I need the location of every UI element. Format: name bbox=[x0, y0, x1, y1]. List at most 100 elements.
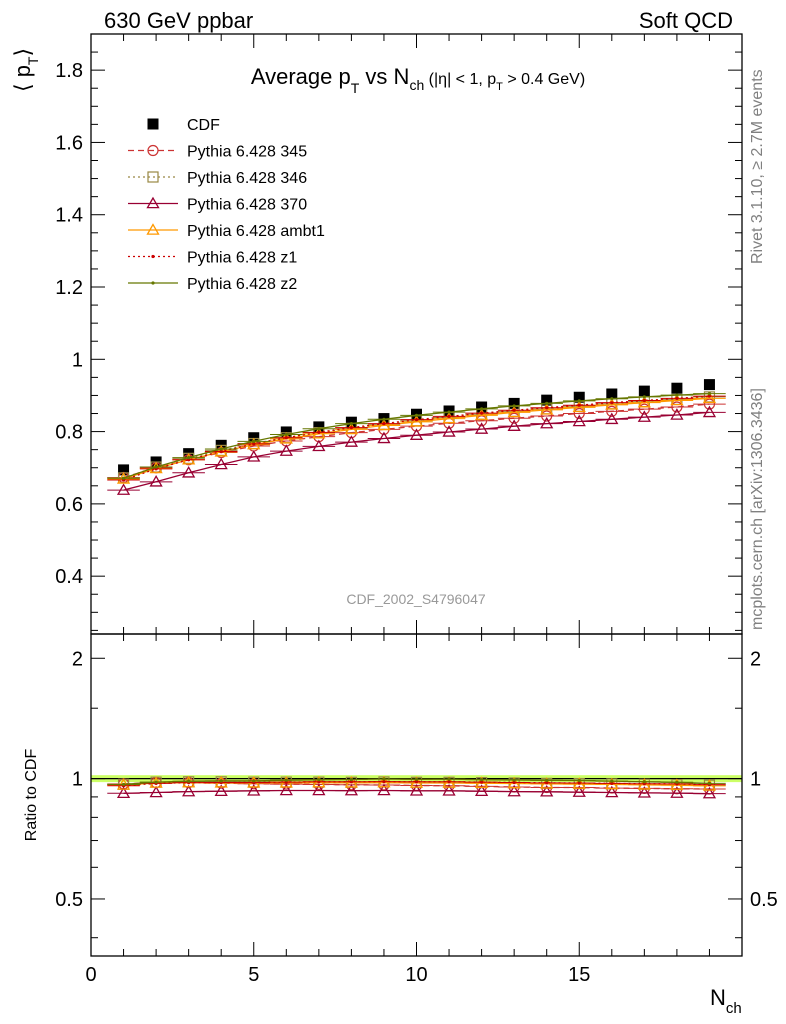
main-data-point bbox=[248, 432, 260, 444]
main-data-point bbox=[605, 412, 619, 425]
ratio-data-point bbox=[442, 776, 456, 788]
ratio-data-point bbox=[702, 786, 717, 799]
main-data-point bbox=[344, 422, 359, 435]
legend-label: Pythia 6.428 z2 bbox=[187, 276, 297, 293]
main-data-point bbox=[572, 414, 586, 427]
main-data-point bbox=[540, 416, 554, 429]
ratio-data-point bbox=[637, 786, 651, 798]
legend-marker bbox=[147, 171, 159, 183]
main-data-point bbox=[671, 382, 683, 394]
main-data-point bbox=[572, 400, 586, 413]
legend: CDF Pythia 6.428 345 Pythia 6.428 346 Pythi… bbox=[128, 117, 325, 293]
x-axis-label: Nch bbox=[710, 985, 742, 1017]
main-data-point bbox=[474, 422, 489, 434]
main-data-point bbox=[182, 465, 196, 478]
main-y-tick-label: 0.4 bbox=[55, 566, 83, 588]
ratio-data-point bbox=[149, 785, 163, 798]
ratio-data-point bbox=[474, 784, 489, 796]
ratio-data-point bbox=[572, 785, 586, 797]
legend-label: Pythia 6.428 345 bbox=[187, 144, 307, 161]
main-data-point bbox=[703, 379, 715, 391]
legend-item: Pythia 6.428 345 bbox=[128, 144, 307, 161]
ratio-data-point bbox=[247, 784, 261, 796]
main-data-point bbox=[670, 393, 684, 406]
ratio-panel-series bbox=[107, 775, 726, 799]
main-y-tick-label: 1.4 bbox=[55, 205, 83, 227]
ylabel-close: ⟩ bbox=[10, 48, 35, 57]
ratio-data-point bbox=[507, 784, 521, 797]
x-tick-label: 0 bbox=[85, 964, 96, 986]
main-y-tick-label: 0.6 bbox=[55, 494, 83, 516]
title-main: Average p bbox=[251, 64, 351, 89]
ratio-data-point bbox=[214, 784, 228, 796]
ratio-y-tick-label-right: 0.5 bbox=[750, 889, 778, 911]
main-data-point bbox=[344, 435, 359, 447]
header-process-label: Soft QCD bbox=[639, 8, 733, 33]
main-y-tick-label: 1.8 bbox=[55, 60, 83, 82]
main-data-point bbox=[637, 410, 651, 422]
main-data-point bbox=[377, 431, 391, 444]
main-data-point bbox=[605, 398, 619, 410]
legend-marker bbox=[146, 196, 160, 209]
ratio-data-point bbox=[182, 784, 196, 797]
xlabel-main: N bbox=[710, 985, 726, 1010]
ylabel-sub: T bbox=[25, 56, 41, 65]
main-data-point bbox=[116, 483, 131, 495]
main-data-point bbox=[541, 394, 553, 406]
main-y-tick-label: 1 bbox=[72, 349, 83, 371]
mcplots-reference-label: mcplots.cern.ch [arXiv:1306.3436] bbox=[749, 388, 766, 630]
ratio-y-axis-label: Ratio to CDF bbox=[23, 749, 40, 842]
main-data-point bbox=[377, 418, 391, 431]
legend-item: Pythia 6.428 346 bbox=[128, 170, 307, 187]
title-main-sub: T bbox=[351, 80, 360, 96]
main-data-point bbox=[118, 464, 130, 476]
main-data-point bbox=[279, 444, 293, 456]
legend-marker bbox=[151, 281, 155, 285]
main-data-point bbox=[247, 450, 261, 462]
main-data-point bbox=[702, 391, 717, 404]
title-cut-sub: T bbox=[496, 81, 503, 93]
main-y-axis-label: ⟨ pT⟩ bbox=[10, 48, 41, 92]
ratio-y-tick-label-right: 1 bbox=[750, 769, 761, 791]
x-tick-label: 15 bbox=[568, 964, 590, 986]
legend-label: Pythia 6.428 370 bbox=[187, 197, 307, 214]
main-data-point bbox=[507, 419, 521, 431]
main-data-point bbox=[409, 415, 424, 427]
main-data-point bbox=[637, 395, 651, 408]
ratio-y-tick-label-right: 2 bbox=[750, 648, 761, 670]
ratio-y-tick-label-left: 0.5 bbox=[55, 889, 83, 911]
main-data-point bbox=[702, 405, 717, 418]
ylabel-open: ⟨ p bbox=[10, 65, 35, 92]
main-y-tick-label: 0.8 bbox=[55, 422, 83, 444]
title-vs-sub: ch bbox=[409, 77, 424, 93]
x-tick-label: 5 bbox=[248, 964, 259, 986]
legend-item: CDF bbox=[147, 117, 220, 134]
ratio-data-point bbox=[442, 784, 456, 796]
main-data-point bbox=[507, 405, 521, 418]
main-data-point bbox=[638, 385, 650, 397]
ratio-data-point bbox=[605, 785, 619, 798]
main-data-point bbox=[409, 428, 424, 440]
main-y-tick-label: 1.2 bbox=[55, 277, 83, 299]
legend-label: Pythia 6.428 346 bbox=[187, 170, 307, 187]
legend-label: Pythia 6.428 z1 bbox=[187, 250, 297, 267]
ratio-data-point bbox=[116, 786, 131, 799]
ratio-data-point bbox=[312, 783, 326, 796]
ratio-data-point bbox=[540, 784, 554, 797]
rivet-version-label: Rivet 3.1.10, ≥ 2.7M events bbox=[749, 69, 766, 264]
legend-label: CDF bbox=[187, 117, 220, 134]
ratio-data-point bbox=[344, 783, 359, 796]
main-data-point bbox=[312, 439, 326, 452]
ratio-data-point bbox=[377, 783, 391, 796]
x-tick-label: 10 bbox=[405, 964, 427, 986]
axes: 0 5 10 15 0.4 0.6 0.8 1 1.2 1.4 1.6 1.8 0.5 0.5 1 1 2 2 bbox=[55, 33, 778, 986]
legend-marker bbox=[146, 223, 160, 235]
xlabel-sub: ch bbox=[726, 1000, 742, 1017]
main-data-point bbox=[280, 426, 292, 438]
title-cut-b: > 0.4 GeV) bbox=[503, 71, 585, 88]
ratio-data-point bbox=[702, 779, 717, 791]
main-panel-series bbox=[107, 379, 726, 495]
header-collision-label: 630 GeV ppbar bbox=[104, 8, 253, 33]
legend-marker bbox=[147, 144, 159, 157]
